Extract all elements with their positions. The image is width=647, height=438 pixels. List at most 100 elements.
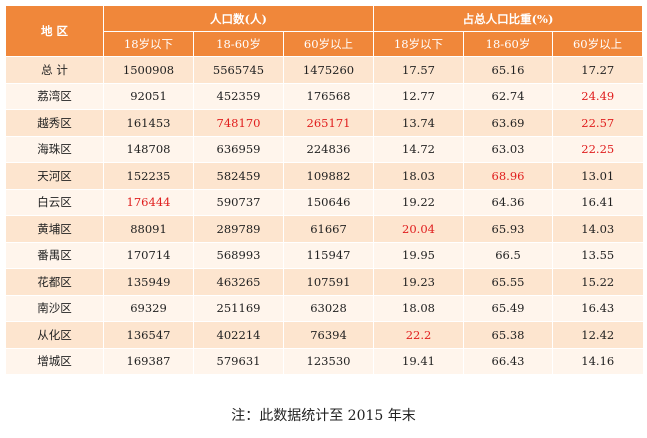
value-cell: 62.74 [463, 82, 553, 110]
value-cell: 22.57 [551, 109, 643, 136]
value-cell: 22.2 [373, 321, 464, 348]
region-cell: 黄埔区 [5, 215, 104, 242]
value-cell: 169387 [103, 347, 194, 374]
region-cell: 荔湾区 [5, 82, 104, 110]
value-cell: 88091 [103, 215, 194, 242]
value-cell: 590737 [193, 188, 284, 216]
region-cell: 花都区 [5, 268, 104, 295]
region-cell: 增城区 [5, 347, 104, 374]
region-cell: 从化区 [5, 321, 104, 348]
value-cell: 22.25 [551, 135, 643, 163]
header-region: 地 区 [5, 5, 104, 57]
value-cell: 14.03 [551, 215, 643, 242]
value-cell: 636959 [193, 135, 284, 163]
population-table-container: 地 区 人口数(人) 占总人口比重(%) 18岁以下 18-60岁 60岁以上 … [5, 5, 644, 374]
value-cell: 13.74 [373, 109, 464, 136]
value-cell: 16.43 [551, 294, 643, 322]
value-cell: 161453 [103, 109, 194, 136]
value-cell: 18.03 [373, 162, 464, 189]
value-cell: 152235 [103, 162, 194, 189]
value-cell: 65.55 [463, 268, 553, 295]
table-row: 白云区 176444 590737 150646 19.22 64.36 16.41 [5, 188, 643, 216]
region-cell: 白云区 [5, 188, 104, 216]
value-cell: 176444 [103, 188, 194, 216]
value-cell: 65.38 [463, 321, 553, 348]
value-cell: 63028 [283, 294, 374, 322]
value-cell: 18.08 [373, 294, 464, 322]
table-row: 番禺区 170714 568993 115947 19.95 66.5 13.55 [5, 241, 643, 269]
table-row: 天河区 152235 582459 109882 18.03 68.96 13.01 [5, 162, 643, 189]
value-cell: 24.49 [551, 82, 643, 110]
value-cell: 69329 [103, 294, 194, 322]
value-cell: 1500908 [103, 56, 194, 83]
value-cell: 66.5 [463, 241, 553, 269]
value-cell: 20.04 [373, 215, 464, 242]
header-sub-ratio-under18: 18岁以下 [373, 31, 464, 57]
value-cell: 224836 [283, 135, 374, 163]
value-cell: 68.96 [463, 162, 553, 189]
value-cell: 12.77 [373, 82, 464, 110]
population-table: 地 区 人口数(人) 占总人口比重(%) 18岁以下 18-60岁 60岁以上 … [5, 5, 644, 374]
header-ratio-group: 占总人口比重(%) [372, 5, 644, 32]
table-row: 越秀区 161453 748170 265171 13.74 63.69 22.57 [5, 109, 643, 136]
value-cell: 170714 [103, 241, 194, 269]
table-row: 黄埔区 88091 289789 61667 20.04 65.93 14.03 [5, 215, 643, 242]
value-cell: 65.49 [463, 294, 553, 322]
value-cell: 64.36 [463, 188, 553, 216]
header-sub-pop-under18: 18岁以下 [103, 31, 194, 57]
header-sub-ratio-over60: 60岁以上 [551, 31, 644, 57]
header-sub-pop-18-60: 18-60岁 [193, 31, 284, 57]
region-cell: 天河区 [5, 162, 104, 189]
value-cell: 19.41 [373, 347, 464, 374]
value-cell: 1475260 [283, 56, 374, 83]
value-cell: 14.16 [551, 347, 643, 374]
value-cell: 19.95 [373, 241, 464, 269]
region-cell: 南沙区 [5, 294, 104, 322]
value-cell: 748170 [193, 109, 284, 136]
value-cell: 19.23 [373, 268, 464, 295]
value-cell: 5565745 [193, 56, 284, 83]
value-cell: 135949 [103, 268, 194, 295]
value-cell: 63.69 [463, 109, 553, 136]
value-cell: 582459 [193, 162, 284, 189]
table-row: 总 计 1500908 5565745 1475260 17.57 65.16 17.27 [5, 56, 643, 83]
value-cell: 109882 [283, 162, 374, 189]
value-cell: 65.93 [463, 215, 553, 242]
value-cell: 17.57 [373, 56, 464, 83]
value-cell: 148708 [103, 135, 194, 163]
header-sub-ratio-18-60: 18-60岁 [463, 31, 553, 57]
header-population-group: 人口数(人) [103, 5, 374, 32]
value-cell: 579631 [193, 347, 284, 374]
value-cell: 66.43 [463, 347, 553, 374]
value-cell: 13.01 [551, 162, 643, 189]
value-cell: 289789 [193, 215, 284, 242]
value-cell: 61667 [283, 215, 374, 242]
value-cell: 176568 [283, 82, 374, 110]
value-cell: 65.16 [463, 56, 553, 83]
region-cell: 总 计 [5, 56, 104, 83]
region-cell: 番禺区 [5, 241, 104, 269]
value-cell: 19.22 [373, 188, 464, 216]
value-cell: 14.72 [373, 135, 464, 163]
table-row: 从化区 136547 402214 76394 22.2 65.38 12.42 [5, 321, 643, 348]
value-cell: 107591 [283, 268, 374, 295]
value-cell: 17.27 [551, 56, 643, 83]
value-cell: 12.42 [551, 321, 643, 348]
value-cell: 16.41 [551, 188, 643, 216]
value-cell: 251169 [193, 294, 284, 322]
region-cell: 海珠区 [5, 135, 104, 163]
value-cell: 402214 [193, 321, 284, 348]
value-cell: 63.03 [463, 135, 553, 163]
value-cell: 265171 [283, 109, 374, 136]
value-cell: 76394 [283, 321, 374, 348]
table-row: 南沙区 69329 251169 63028 18.08 65.49 16.43 [5, 294, 643, 322]
value-cell: 92051 [103, 82, 194, 110]
value-cell: 568993 [193, 241, 284, 269]
footnote: 注：此数据统计至 2015 年末 [231, 408, 416, 424]
region-cell: 越秀区 [5, 109, 104, 136]
table-row: 花都区 135949 463265 107591 19.23 65.55 15.22 [5, 268, 643, 295]
value-cell: 115947 [283, 241, 374, 269]
value-cell: 150646 [283, 188, 374, 216]
value-cell: 15.22 [551, 268, 643, 295]
header-sub-pop-over60: 60岁以上 [283, 31, 374, 57]
